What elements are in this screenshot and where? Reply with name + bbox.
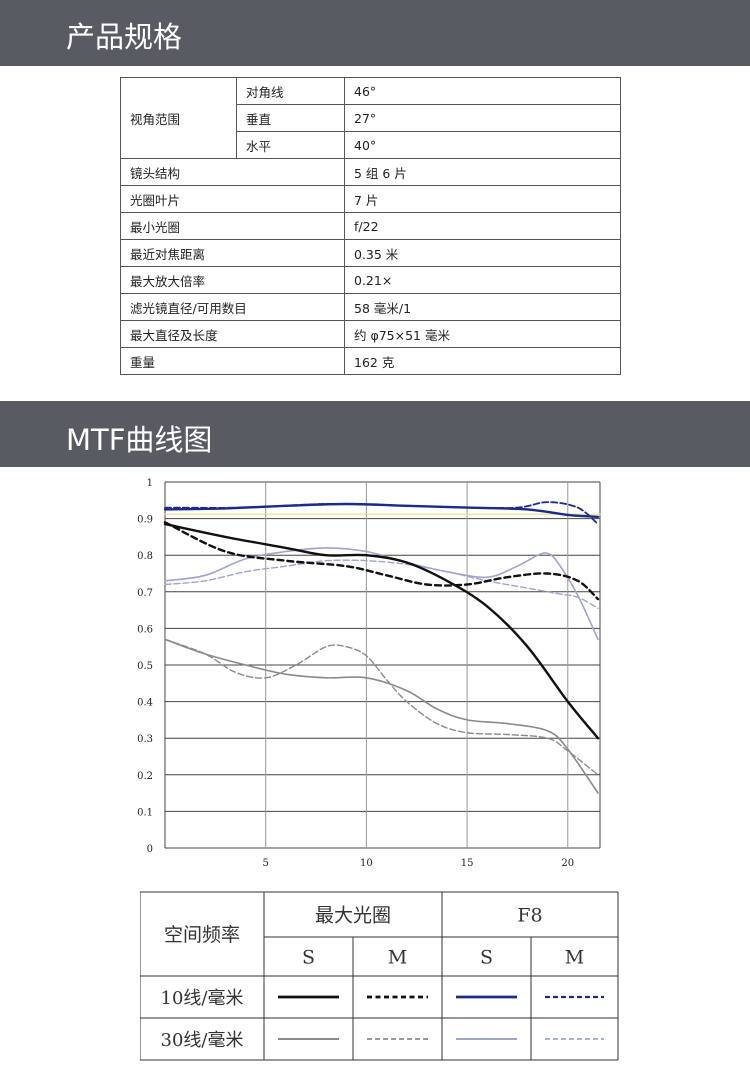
spec-row: 最大放大倍率 0.21× [120,266,621,294]
spec-row: 光圈叶片 7 片 [120,185,621,213]
legend-subcol-m: M [565,947,584,969]
view-angle-value: 46° [344,77,621,105]
spec-value: 0.21× [344,266,621,294]
view-angle-sub-label: 对角线 [236,77,345,105]
spec-value: 5 组 6 片 [344,158,621,186]
legend-row-label: 30线/毫米 [161,1030,244,1051]
view-angle-label: 视角范围 [120,77,237,159]
legend-subcol-s: S [480,947,493,969]
x-tick-label: 10 [360,858,373,869]
legend-group-open-aperture: 最大光圈 [315,905,391,927]
spec-section-title: 产品规格 [66,20,183,54]
spec-row: 垂直 27° [121,104,621,132]
spec-value: 7 片 [344,185,621,213]
spec-value: 162 克 [344,347,621,375]
spec-label: 重量 [120,347,345,375]
y-tick-label: 0.9 [137,515,153,526]
y-tick-label: 0.3 [137,734,153,745]
spec-label: 最大放大倍率 [120,266,345,294]
spec-label: 最小光圈 [120,212,345,240]
spec-label: 最大直径及长度 [120,320,345,348]
spec-value: 约 φ75×51 毫米 [344,320,621,348]
mtf-chart: 00.10.20.30.40.50.60.70.80.915 10 15 20 [137,478,601,869]
spec-row: 最近对焦距离 0.35 米 [120,239,621,267]
view-angle-value: 40° [344,131,621,159]
y-tick-label: 0.6 [137,624,153,635]
y-tick-label: 0.7 [137,588,153,599]
y-tick-label: 1 [147,478,153,489]
legend-row-label: 10线/毫米 [161,988,244,1009]
legend-row-header: 空间频率 [164,924,240,946]
y-tick-label: 0.5 [137,661,153,672]
y-tick-label: 0.1 [137,807,153,818]
spec-value: f/22 [344,212,621,240]
spec-label: 光圈叶片 [120,185,345,213]
x-tick-label: 20 [561,858,574,869]
view-angle-sub-label: 水平 [236,131,345,159]
spec-value: 0.35 米 [344,239,621,267]
spec-label: 最近对焦距离 [120,239,345,267]
x-tick-label: 15 [461,858,474,869]
spec-row: 水平 40° [121,131,621,159]
series-line-open-30-S [164,638,599,794]
spec-row: 最大直径及长度 约 φ75×51 毫米 [120,320,621,348]
view-angle-sub-label: 垂直 [236,104,345,132]
x-tick-label: 5 [263,858,269,869]
series-line-open-10-M [163,521,600,601]
series-line-f8-10-S [163,502,600,518]
series-line-open-30-M [164,638,599,776]
view-angle-value: 27° [344,104,621,132]
mtf-section-title: MTF曲线图 [66,423,213,457]
legend-subcol-s: S [302,947,315,969]
spec-table: 视角范围 对角线 46° 垂直 27° 水平 40° 镜头结构 5 组 6 片 … [120,77,621,375]
spec-row: 滤光镜直径/可用数目 58 毫米/1 [120,293,621,321]
y-tick-label: 0.2 [137,771,153,782]
spec-header-bar: 产品规格 [0,0,750,66]
legend-subcol-m: M [388,947,407,969]
spec-value: 58 毫米/1 [344,293,621,321]
spec-label: 镜头结构 [120,158,345,186]
spec-row: 视角范围 对角线 46° [120,77,621,159]
spec-row: 重量 162 克 [120,347,621,375]
legend-group-f8: F8 [517,905,542,927]
spec-row: 镜头结构 5 组 6 片 [120,158,621,186]
y-tick-label: 0 [147,844,153,855]
y-tick-label: 0.4 [137,698,153,709]
spec-label: 滤光镜直径/可用数目 [120,293,345,321]
series-line-open-10-S [163,522,600,740]
series-line-f8-30-M [164,559,599,609]
spec-row: 最小光圈 f/22 [120,212,621,240]
mtf-header-bar: MTF曲线图 [0,401,750,467]
y-tick-label: 0.8 [137,551,153,562]
mtf-legend: 空间频率 最大光圈 F8 S M S M 10线/毫米 30线/毫米 [140,891,619,1061]
